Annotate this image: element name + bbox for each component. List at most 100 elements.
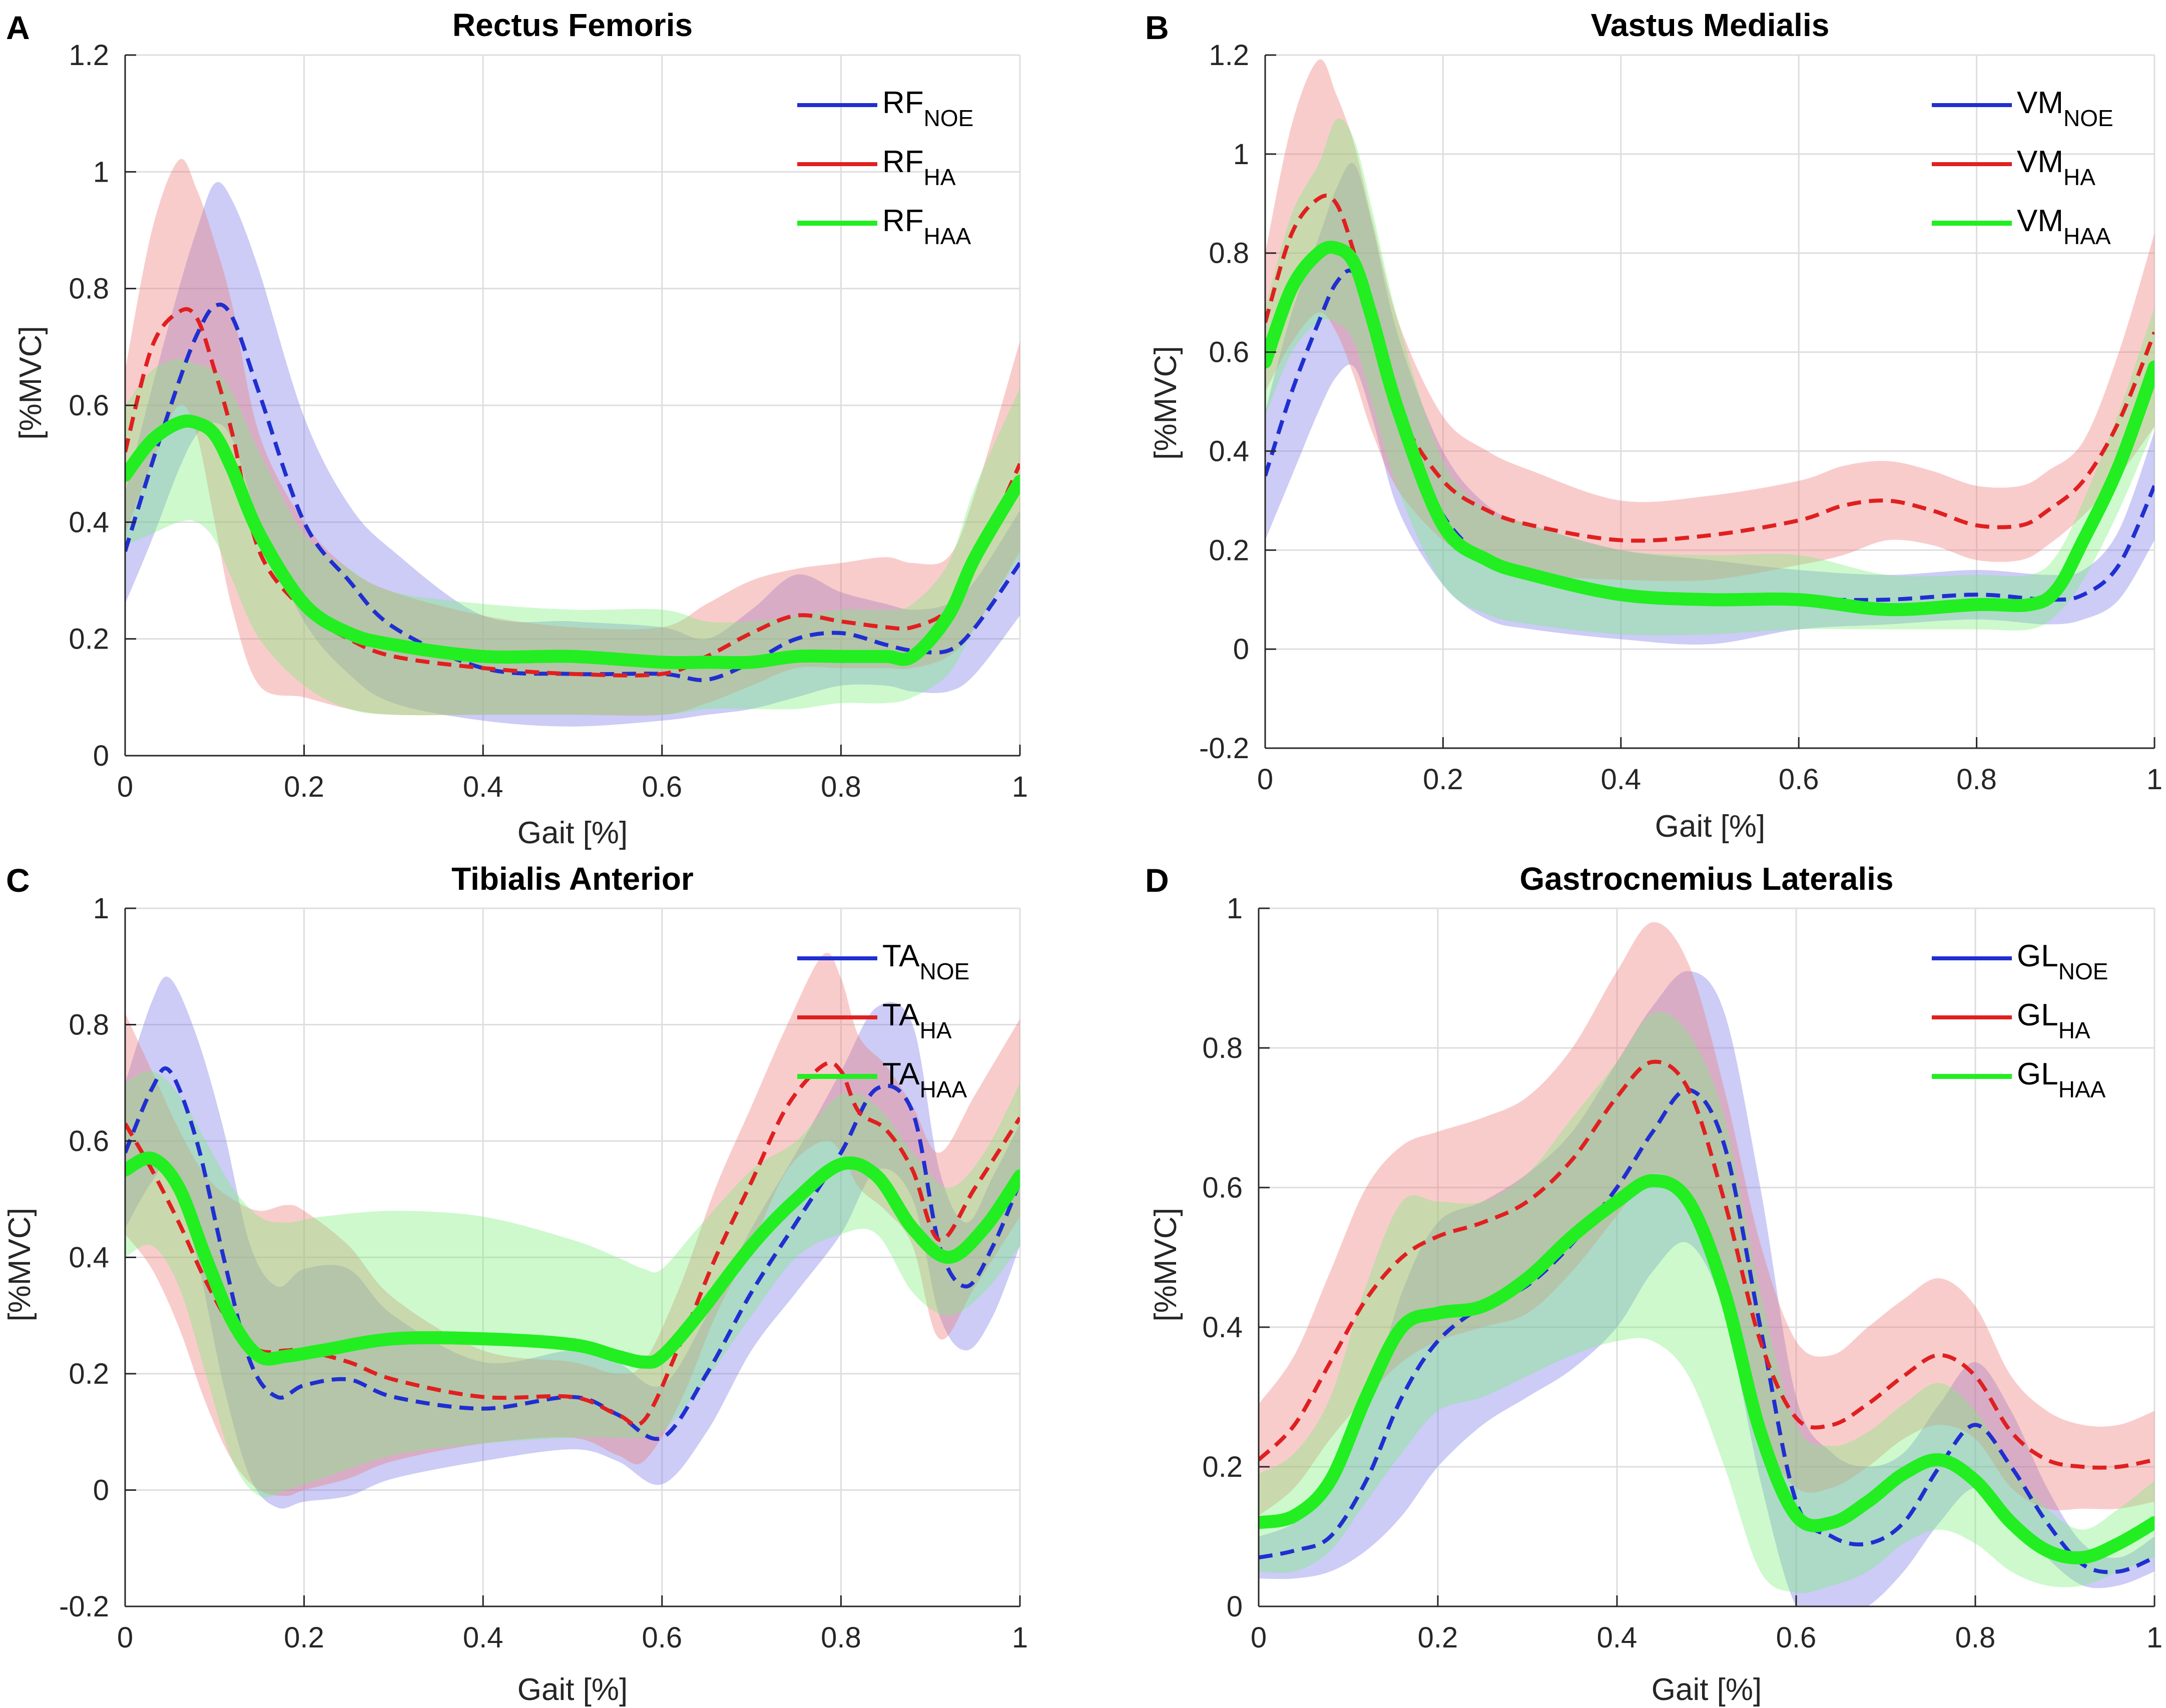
y-tick-label: 0.8 [69, 273, 109, 305]
band-ha [125, 159, 1020, 716]
legend-entry-name: RF [882, 145, 924, 179]
legend-entry-ha: GLHA [2017, 998, 2090, 1043]
line-haa [125, 414, 1020, 670]
panel-title: Vastus Medialis [1591, 7, 1830, 43]
panel-title: Gastrocnemius Lateralis [1520, 861, 1894, 897]
x-tick-label: 0 [117, 1621, 133, 1654]
y-tick-label: 0 [93, 1474, 109, 1507]
y-tick-label: 0.2 [1209, 534, 1249, 566]
band-haa [125, 1071, 1020, 1498]
x-tick-label: 0.4 [463, 771, 503, 803]
y-tick-label: 0.8 [1209, 237, 1249, 270]
line-noe [125, 1066, 1020, 1441]
band-ha [1265, 59, 2154, 582]
legend-entry-noe: VMNOE [2017, 86, 2113, 131]
x-tick-label: 0.8 [1956, 763, 1997, 796]
legend-entry-noe: RFNOE [882, 86, 973, 131]
legend-entry-name: VM [2017, 86, 2063, 120]
line-noe [125, 302, 1020, 682]
panel-label-d: D [1145, 862, 1169, 899]
plot-area: 0 0.2 0.4 0.6 0.8 100.20.40.60.81GLNOEGLHAGLH… [1202, 892, 2162, 1654]
y-tick-label: 1.2 [69, 39, 109, 72]
x-tick-label: 0 [1251, 1621, 1267, 1654]
band-noe [125, 976, 1020, 1509]
legend-entry-subscript: NOE [2058, 958, 2108, 984]
y-tick-label: 0.4 [1202, 1311, 1243, 1344]
line-haa [1259, 1174, 2154, 1564]
y-tick-label: 1.2 [1209, 39, 1249, 72]
x-tick-label: 1 [1012, 1621, 1028, 1654]
legend-entry-haa: RFHAA [882, 204, 971, 249]
grid [124, 54, 1021, 757]
series-group [1259, 922, 2154, 1606]
y-tick-label: 0.6 [1209, 336, 1249, 369]
panel-label-a: A [6, 9, 30, 46]
y-tick-label: 0 [1227, 1590, 1243, 1623]
legend-entry-subscript: NOE [920, 958, 970, 984]
x-tick-label: 0.4 [1600, 763, 1641, 796]
line-haa [1265, 241, 2154, 617]
legend-entry-name: VM [2017, 204, 2063, 238]
x-tick-label: 0.8 [821, 771, 861, 803]
plot-area: 0 0.2 0.4 0.6 0.8 1-0.200.20.40.60.811.2VMNOE… [1199, 39, 2162, 796]
legend-entry-name: GL [2017, 939, 2058, 973]
band-noe [1259, 971, 2154, 1606]
y-tick-label: 0 [93, 740, 109, 772]
x-tick-label: 0.2 [1423, 763, 1463, 796]
legend-entry-subscript: HA [920, 1017, 952, 1043]
y-tick-label: 1 [93, 156, 109, 188]
plot-area: 0 0.2 0.4 0.6 0.8 1-0.200.20.40.60.81TANOETAH… [59, 892, 1028, 1654]
x-tick-label: 0.2 [284, 1621, 324, 1654]
legend-entry-subscript: HAA [920, 1076, 967, 1102]
y-tick-label: 0.8 [1202, 1032, 1243, 1064]
y-tick-label: 1 [1233, 138, 1249, 171]
y-tick-label: 0.8 [69, 1009, 109, 1041]
y-tick-label: 0.6 [1202, 1172, 1243, 1204]
x-tick-label: 0 [117, 771, 133, 803]
y-tick-label: 0.2 [69, 623, 109, 656]
y-tick-label: 0.2 [69, 1358, 109, 1390]
x-tick-label: 0.6 [1779, 763, 1819, 796]
y-tick-label: 0.4 [1209, 435, 1249, 467]
legend-entry-subscript: HAA [924, 223, 971, 249]
x-axis-label: Gait [%] [1652, 1672, 1762, 1707]
line-haa [125, 1152, 1020, 1369]
y-tick-label: 0.2 [1202, 1451, 1243, 1483]
x-tick-label: 0.6 [1776, 1621, 1817, 1654]
x-axis-label: Gait [%] [1655, 809, 1766, 844]
legend-entry-noe: GLNOE [2017, 939, 2108, 984]
legend-entry-name: RF [882, 204, 924, 238]
x-axis-label: Gait [%] [517, 1672, 628, 1707]
y-axis-label: [%MVC] [3, 1208, 37, 1321]
x-tick-label: 0.2 [284, 771, 324, 803]
x-tick-label: 1 [2146, 1621, 2162, 1654]
y-tick-label: -0.2 [1199, 732, 1249, 765]
band-haa [1259, 1011, 2154, 1593]
legend-entry-ha: TAHA [882, 998, 952, 1043]
series-group [1265, 59, 2154, 645]
x-tick-label: 0.2 [1418, 1621, 1458, 1654]
line-ha [125, 307, 1020, 678]
y-tick-label: 0.4 [69, 1242, 109, 1274]
panel-a: A Rectus Femoris 0 0.2 0.4 0.6 0.8 1 0 0.2 0.4 0.… [6, 7, 1028, 850]
legend-entry-name: TA [882, 1057, 920, 1091]
panel-d: D Gastrocnemius Lateralis 0 0.2 0.4 0.6 0.8 1… [1145, 861, 2162, 1707]
legend-entry-ha: RFHA [882, 145, 956, 190]
y-tick-label: -0.2 [59, 1590, 109, 1623]
band-ha [1259, 922, 2154, 1516]
line-ha [1259, 1059, 2154, 1470]
x-tick-label: 0.4 [1597, 1621, 1638, 1654]
legend-entry-name: TA [882, 998, 920, 1032]
x-tick-label: 0.4 [463, 1621, 503, 1654]
legend-entry-subscript: HA [924, 164, 956, 190]
grid [1264, 54, 2155, 749]
x-axis-label: Gait [%] [517, 816, 628, 850]
x-tick-label: 0.6 [642, 771, 682, 803]
y-tick-label: 1 [1227, 892, 1243, 925]
y-tick-label: 0 [1233, 633, 1249, 666]
legend-entry-name: GL [2017, 1057, 2058, 1091]
